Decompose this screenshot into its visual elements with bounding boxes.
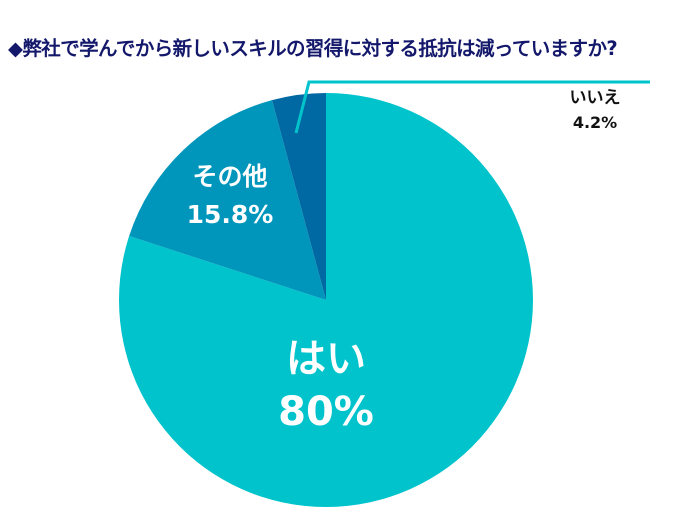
- label-no-name: いいえ: [569, 88, 621, 108]
- slice-other: [129, 100, 326, 300]
- label-yes-value: 80%: [278, 389, 374, 435]
- label-yes-name: はい: [286, 336, 366, 382]
- leader-line: [294, 80, 650, 134]
- label-other-value: 15.8%: [186, 200, 274, 229]
- chart-title: ◆弊社で学んでから新しいスキルの習得に対する抵抗は減っていますか?: [8, 37, 618, 60]
- label-no: いいえ 4.2%: [555, 87, 635, 134]
- label-yes: はい 80%: [256, 335, 396, 437]
- label-no-value: 4.2%: [572, 113, 618, 132]
- slice-yes: [118, 93, 533, 507]
- label-other-name: その他: [192, 162, 268, 191]
- slice-no: [272, 93, 326, 300]
- label-other: その他 15.8%: [170, 162, 290, 230]
